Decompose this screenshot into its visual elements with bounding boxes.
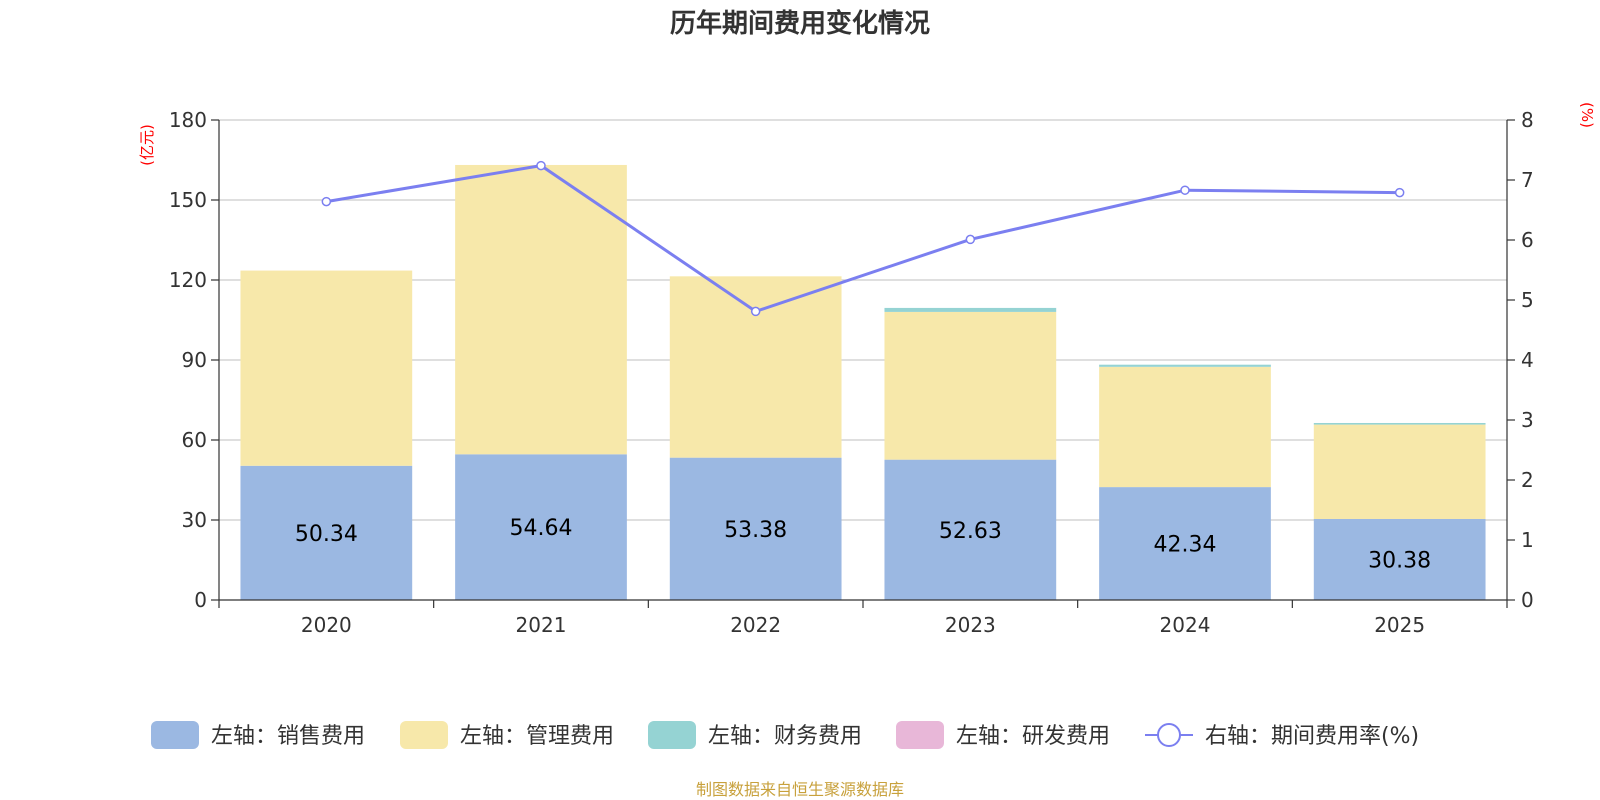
right-tick-label: 1: [1521, 528, 1534, 552]
x-tick-label: 2025: [1374, 613, 1425, 637]
rate-point: [750, 306, 761, 317]
x-tick-label: 2023: [945, 613, 996, 637]
legend-label: 左轴：研发费用: [956, 724, 1110, 749]
bar-segment: [455, 454, 627, 600]
x-tick-label: 2024: [1160, 613, 1211, 637]
right-tick-label: 7: [1521, 168, 1534, 192]
legend-swatch: [896, 721, 944, 749]
bar-segment: [240, 270, 413, 466]
bar-segment: [1313, 424, 1486, 519]
legend: 左轴：销售费用 左轴：管理费用 左轴：财务费用 左轴：研发费用 右轴：期间费用率(%): [151, 721, 1419, 749]
left-axis-unit: (亿元): [138, 124, 156, 166]
rate-point: [536, 160, 546, 171]
bar-segment: [1099, 364, 1271, 367]
bar-segment: [884, 311, 1057, 460]
bar-layer: [240, 164, 1486, 600]
line-layer: [321, 160, 1405, 317]
bar-segment: [884, 459, 1057, 600]
data-source-note: 制图数据来自恒生聚源数据库: [696, 780, 904, 799]
bar-value-label: 53.38: [724, 518, 787, 543]
rate-point: [1394, 187, 1405, 198]
right-tick-label: 2: [1521, 468, 1534, 492]
bar-value-label: 42.34: [1154, 533, 1217, 558]
right-tick-label: 5: [1521, 288, 1534, 312]
bar-value-label: 30.38: [1368, 548, 1431, 573]
left-tick-label: 30: [182, 508, 207, 532]
legend-marker: [1157, 723, 1181, 747]
gridlines: [219, 119, 1507, 521]
left-tick-label: 150: [169, 188, 207, 212]
right-tick-label: 8: [1521, 108, 1534, 132]
right-tick-label: 3: [1521, 408, 1534, 432]
bar-segment: [1313, 422, 1486, 425]
rate-line: [326, 164, 1400, 314]
bar-segment: [669, 457, 842, 600]
x-tick-label: 2021: [516, 613, 567, 637]
rate-point: [965, 234, 976, 245]
left-tick-label: 0: [194, 588, 207, 612]
bar-segment: [455, 164, 627, 455]
bar-segment: [884, 307, 1057, 312]
right-tick-label: 4: [1521, 348, 1534, 372]
right-tick-label: 0: [1521, 588, 1534, 612]
bar-segment: [1313, 518, 1486, 600]
right-axis-unit: (%): [1578, 102, 1596, 128]
bar-segment: [1099, 366, 1271, 488]
right-tick-label: 6: [1521, 228, 1534, 252]
legend-label: 左轴：销售费用: [211, 724, 365, 749]
bar-segment: [240, 465, 413, 600]
left-tick-label: 60: [182, 428, 207, 452]
bar-segment: [1099, 487, 1271, 600]
left-tick-label: 180: [169, 108, 207, 132]
bar-value-label: 52.63: [939, 519, 1002, 544]
x-tick-label: 2020: [301, 613, 352, 637]
bar-value-label: 54.64: [510, 516, 573, 541]
bar-labels: 50.34 54.64 53.38 52.63 42.34 30.38: [295, 516, 1431, 573]
x-tick-label: 2022: [730, 613, 781, 637]
legend-label: 左轴：管理费用: [460, 724, 614, 749]
legend-swatch: [151, 721, 199, 749]
legend-swatch: [400, 721, 448, 749]
axes: 0 30 60 90 120 150 180 0 1 2 3 4 5 6 7 8 2020 2021 2022 202…: [169, 108, 1534, 637]
chart-title: 历年期间费用变化情况: [670, 8, 930, 39]
rate-point: [1180, 185, 1190, 195]
bar-value-label: 50.34: [295, 522, 358, 547]
bar-segment: [669, 276, 842, 458]
legend-label: 左轴：财务费用: [708, 724, 862, 749]
legend-label: 右轴：期间费用率(%): [1205, 724, 1419, 749]
left-tick-label: 90: [182, 348, 207, 372]
rate-point: [321, 196, 332, 207]
legend-swatch: [648, 721, 696, 749]
left-tick-label: 120: [169, 268, 207, 292]
